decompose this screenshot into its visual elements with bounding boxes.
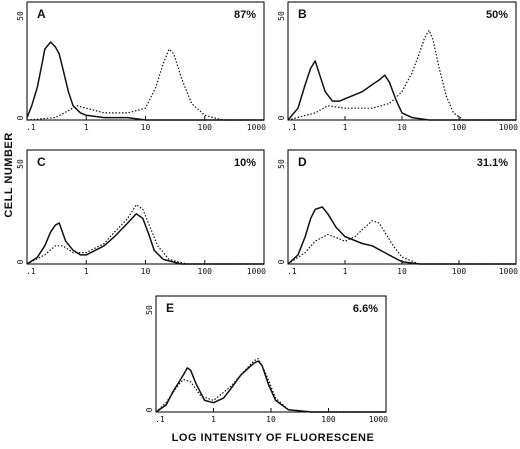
y-tick-label: 0 xyxy=(16,115,25,120)
panel-frame xyxy=(26,149,265,265)
series-dotted-histogram xyxy=(26,204,264,265)
x-tick-label: 10 xyxy=(266,415,276,424)
series-solid-histogram xyxy=(155,360,386,413)
x-tick-label: 10 xyxy=(397,123,407,132)
series-solid-histogram xyxy=(26,41,264,121)
x-tick-label: 1000 xyxy=(499,267,518,276)
x-tick-label: 1 xyxy=(84,123,89,132)
x-tick-label: .1 xyxy=(26,267,36,276)
histogram-panel-e: .1 1 10 100 1000 0 50 E 6.6% xyxy=(145,295,388,424)
y-tick-label: 0 xyxy=(145,407,154,412)
x-tick-label: 1000 xyxy=(369,415,388,424)
panel-frame xyxy=(26,1,265,121)
x-axis-title: LOG INTENSITY OF FLUORESCENE xyxy=(172,432,375,444)
series-dotted-histogram xyxy=(26,48,264,121)
x-tick-label: 1000 xyxy=(247,123,266,132)
panel-frame xyxy=(155,295,387,413)
y-tick-label: 50 xyxy=(277,159,286,169)
panel-letter: A xyxy=(37,7,46,21)
x-tick-label: .1 xyxy=(287,123,297,132)
panel-letter: C xyxy=(37,155,46,169)
percent-annotation: 50% xyxy=(486,9,508,21)
y-tick-label: 50 xyxy=(16,159,25,169)
histogram-panel-d: .1 1 10 100 1000 0 50 D 31.1% xyxy=(277,149,518,276)
x-tick-label: 1 xyxy=(211,415,216,424)
y-tick-label: 0 xyxy=(277,115,286,120)
x-tick-label: 10 xyxy=(141,123,151,132)
series-dotted-histogram xyxy=(287,220,516,265)
x-tick-label: 1 xyxy=(343,123,348,132)
x-tick-label: 1000 xyxy=(247,267,266,276)
x-tick-label: 100 xyxy=(452,123,467,132)
histogram-panel-a: .1 1 10 100 1000 0 50 A 87% xyxy=(16,1,266,132)
percent-annotation: 10% xyxy=(234,157,256,169)
x-tick-label: .1 xyxy=(155,415,165,424)
series-solid-histogram xyxy=(26,213,264,265)
y-tick-label: 50 xyxy=(277,11,286,21)
histogram-panel-b: .1 1 10 100 1000 0 50 B 50% xyxy=(277,1,518,132)
x-tick-label: .1 xyxy=(26,123,36,132)
y-tick-label: 0 xyxy=(16,259,25,264)
x-tick-label: 1 xyxy=(84,267,89,276)
x-tick-label: 1 xyxy=(343,267,348,276)
panel-frame xyxy=(287,1,517,121)
percent-annotation: 87% xyxy=(234,9,256,21)
x-tick-label: 10 xyxy=(397,267,407,276)
panel-letter: E xyxy=(166,301,174,315)
y-tick-label: 50 xyxy=(16,11,25,21)
x-tick-label: 100 xyxy=(198,267,213,276)
series-solid-histogram xyxy=(287,206,516,265)
x-tick-label: 1000 xyxy=(499,123,518,132)
x-tick-label: 10 xyxy=(141,267,151,276)
y-axis-title: CELL NUMBER xyxy=(3,132,15,217)
x-tick-label: 100 xyxy=(452,267,467,276)
y-tick-label: 0 xyxy=(277,259,286,264)
y-tick-label: 50 xyxy=(145,305,154,315)
series-dotted-histogram xyxy=(287,29,516,121)
x-tick-label: .1 xyxy=(287,267,297,276)
percent-annotation: 6.6% xyxy=(353,303,378,315)
x-tick-label: 100 xyxy=(321,415,336,424)
panel-letter: B xyxy=(298,7,307,21)
percent-annotation: 31.1% xyxy=(477,157,508,169)
histogram-panel-c: .1 1 10 100 1000 0 50 C 10% xyxy=(16,149,266,276)
series-solid-histogram xyxy=(287,60,516,121)
series-dotted-histogram xyxy=(155,358,386,413)
x-tick-label: 100 xyxy=(198,123,213,132)
panel-letter: D xyxy=(298,155,307,169)
